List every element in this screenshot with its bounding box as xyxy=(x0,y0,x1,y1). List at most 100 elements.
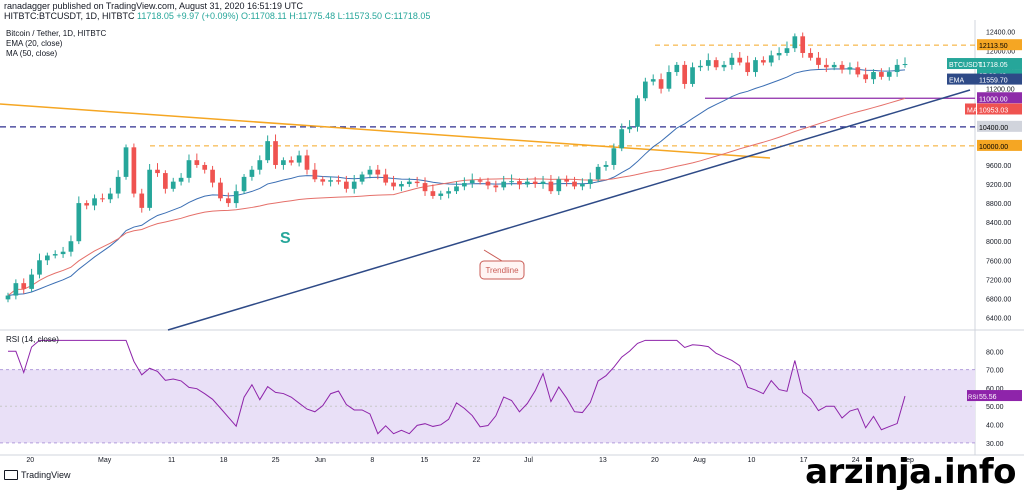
rsi-tick-label: 30.00 xyxy=(986,441,1004,448)
rsi-band xyxy=(0,369,975,443)
y-tick-label: 11200.00 xyxy=(986,87,1015,94)
candle-body xyxy=(367,169,373,175)
candle-body xyxy=(406,181,412,185)
tradingview-logo[interactable]: TradingView xyxy=(4,470,71,480)
candle-body xyxy=(68,241,74,252)
x-tick-label: 15 xyxy=(420,457,428,464)
candle-body xyxy=(572,181,577,187)
candle-body xyxy=(328,180,333,182)
candle-body xyxy=(344,181,349,189)
candle-body xyxy=(595,166,601,180)
rsi-tick-label: 40.00 xyxy=(986,423,1004,430)
label-last: 11718.05 xyxy=(979,62,1008,69)
x-tick-label: May xyxy=(98,457,112,464)
candle-body xyxy=(178,177,184,182)
candle-body xyxy=(823,64,829,68)
candle-body xyxy=(619,129,625,149)
candle-body xyxy=(29,274,34,289)
candle-body xyxy=(257,160,263,170)
candle-body xyxy=(155,169,160,174)
candle-body xyxy=(37,260,42,275)
candle-body xyxy=(705,60,711,66)
low-text: L:11573.50 xyxy=(337,11,382,21)
label-ma: 10953.03 xyxy=(979,107,1008,114)
candle-body xyxy=(170,181,176,189)
rsi-name-label: RSI xyxy=(968,395,978,401)
candle-body xyxy=(517,181,522,185)
label-symbol-bg xyxy=(947,58,977,70)
rsi-line xyxy=(8,339,906,435)
label-ma-name-bg xyxy=(965,103,976,115)
candle-body xyxy=(556,179,562,192)
candle-body xyxy=(320,179,326,182)
candle-body xyxy=(753,60,758,73)
candle-body xyxy=(391,182,396,187)
candle-body xyxy=(540,181,546,185)
candle-body xyxy=(430,191,436,196)
candle-body xyxy=(336,180,341,182)
label-10400-bg xyxy=(977,120,1022,132)
label-ema-name: EMA xyxy=(949,78,965,85)
y-tick-label: 9600.00 xyxy=(986,163,1011,170)
candle-body xyxy=(147,169,152,208)
x-tick-label: Jul xyxy=(524,457,533,464)
candle-body xyxy=(375,169,381,175)
descending-resistance-line xyxy=(0,103,771,159)
candle-body xyxy=(650,79,656,82)
y-tick-label: 9200.00 xyxy=(986,182,1011,189)
candle-body xyxy=(635,98,640,127)
annotation-s: S xyxy=(280,230,291,247)
ma50-line xyxy=(7,97,906,296)
trendline-callout-pointer xyxy=(483,249,503,262)
publisher-text: ranadagger published on TradingView.com,… xyxy=(4,1,304,11)
candle-body xyxy=(792,36,798,49)
rsi-last-bg xyxy=(977,390,1022,402)
candle-body xyxy=(123,147,129,177)
candle-body xyxy=(902,64,908,66)
y-tick-label: 8000.00 xyxy=(986,239,1011,246)
y-tick-label: 6800.00 xyxy=(986,296,1011,303)
y-tick-label: 12400.00 xyxy=(986,30,1015,37)
label-ma-name: MA xyxy=(967,107,978,114)
candle-body xyxy=(462,183,467,187)
candle-body xyxy=(139,193,145,208)
label-12113-bg xyxy=(977,39,1022,51)
candle-body xyxy=(698,65,703,68)
y-tick-label: 8400.00 xyxy=(986,220,1011,227)
candle-body xyxy=(45,255,50,261)
candle-body xyxy=(477,180,483,182)
candle-body xyxy=(273,141,278,165)
candle-body xyxy=(761,60,766,63)
tradingview-icon xyxy=(4,470,18,480)
candle-body xyxy=(532,181,538,185)
close-text: C:11718.05 xyxy=(384,11,431,21)
label-ema: 11559.70 xyxy=(979,78,1008,85)
change-text: +9.97 (+0.09%) xyxy=(176,11,239,21)
tradingview-text: TradingView xyxy=(21,470,71,480)
rsi-tick-label: 70.00 xyxy=(986,368,1004,375)
open-text: O:11708.11 xyxy=(240,11,287,21)
candle-body xyxy=(627,126,632,130)
candle-body xyxy=(524,181,530,185)
y-tick-label: 6400.00 xyxy=(986,315,1011,322)
label-10000: 10000.00 xyxy=(979,144,1008,151)
y-tick-label: 7600.00 xyxy=(986,258,1011,265)
label-ema-name-bg xyxy=(947,73,977,85)
candle-body xyxy=(682,64,688,84)
label-10000-bg xyxy=(977,139,1022,151)
candle-body xyxy=(100,198,105,200)
candle-body xyxy=(729,57,735,65)
rsi-title: RSI (14, close) xyxy=(6,335,59,344)
x-tick-label: 10 xyxy=(748,457,756,464)
x-tick-label: 8 xyxy=(370,457,374,464)
rsi-tick-label: 60.00 xyxy=(986,386,1004,393)
x-tick-label: 18 xyxy=(220,457,228,464)
label-12113: 12113.50 xyxy=(979,43,1008,50)
x-tick-label: 22 xyxy=(473,457,481,464)
candle-body xyxy=(414,181,420,184)
x-tick-label: 11 xyxy=(168,457,175,464)
candle-body xyxy=(871,72,876,80)
candle-body xyxy=(564,179,569,182)
candle-body xyxy=(92,198,97,206)
